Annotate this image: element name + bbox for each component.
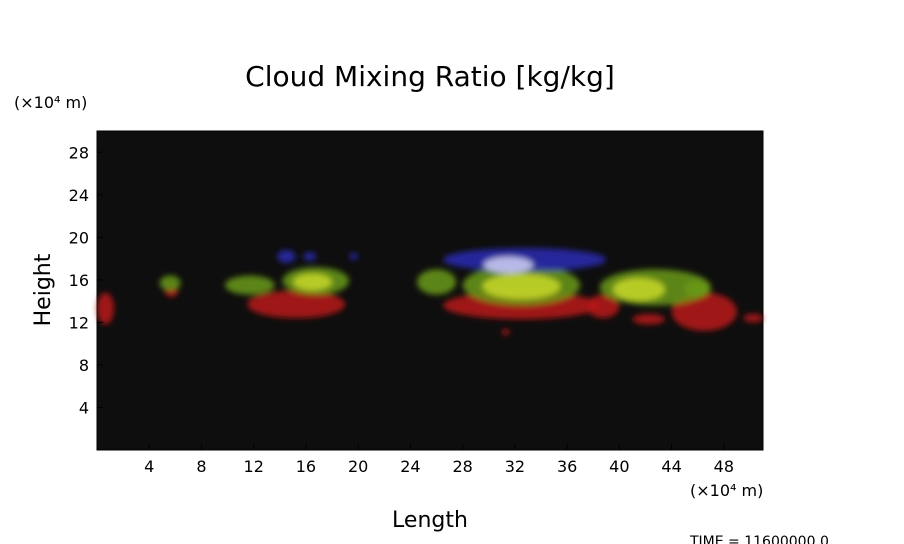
cloud-region-white <box>483 256 534 274</box>
cloud-region-blue <box>277 250 296 263</box>
cloud-region-red <box>632 313 666 325</box>
cloud-region-red <box>247 290 346 319</box>
cloud-region-red <box>671 292 737 331</box>
cloud-region-green <box>159 275 181 291</box>
y-tick-label: 4 <box>79 398 89 417</box>
cloud-region-blue <box>303 252 317 261</box>
x-tick-label: 24 <box>400 457 420 476</box>
y-tick-label: 16 <box>69 271 89 290</box>
x-tick-label: 28 <box>452 457 472 476</box>
cloud-regions <box>97 247 763 336</box>
cloud-region-red <box>501 328 510 336</box>
y-axis-unit: (×10⁴ m) <box>14 93 87 112</box>
cloud-region-yellow <box>292 273 333 291</box>
cloud-region-red <box>586 294 620 319</box>
cloud-region-green <box>224 275 275 295</box>
cloud-region-yellow <box>482 273 561 300</box>
x-tick-label: 12 <box>244 457 264 476</box>
x-tick-label: 20 <box>348 457 368 476</box>
x-axis-unit: (×10⁴ m) <box>690 481 763 500</box>
x-tick-label: 16 <box>296 457 316 476</box>
chart-title: Cloud Mixing Ratio [kg/kg] <box>245 60 615 93</box>
x-tick-label: 40 <box>609 457 629 476</box>
x-axis-title: Length <box>392 508 468 533</box>
x-tick-label: 4 <box>144 457 154 476</box>
time-label: TIME = 11600000.0 <box>689 534 829 544</box>
cloud-region-green <box>416 269 457 295</box>
cloud-region-red <box>97 292 114 325</box>
y-tick-label: 24 <box>69 186 89 205</box>
y-axis-title: Height <box>31 253 56 326</box>
x-tick-label: 32 <box>505 457 525 476</box>
cloud-region-blue <box>349 253 359 260</box>
y-tick-label: 20 <box>69 228 89 247</box>
y-tick-label: 12 <box>69 313 89 332</box>
x-tick-label: 44 <box>661 457 681 476</box>
cloud-region-yellow <box>612 277 666 302</box>
x-tick-label: 8 <box>196 457 206 476</box>
y-tick-label: 28 <box>69 143 89 162</box>
cloud-region-red <box>743 313 763 323</box>
cloud-region-green <box>684 279 711 297</box>
x-axis-ticks: 4 8 12 16 20 24 28 32 36 40 44 48 <box>144 444 734 476</box>
y-tick-label: 8 <box>79 356 89 375</box>
x-tick-label: 48 <box>714 457 734 476</box>
y-axis-ticks: 4 8 12 16 20 24 28 <box>69 143 103 417</box>
x-tick-label: 36 <box>557 457 577 476</box>
